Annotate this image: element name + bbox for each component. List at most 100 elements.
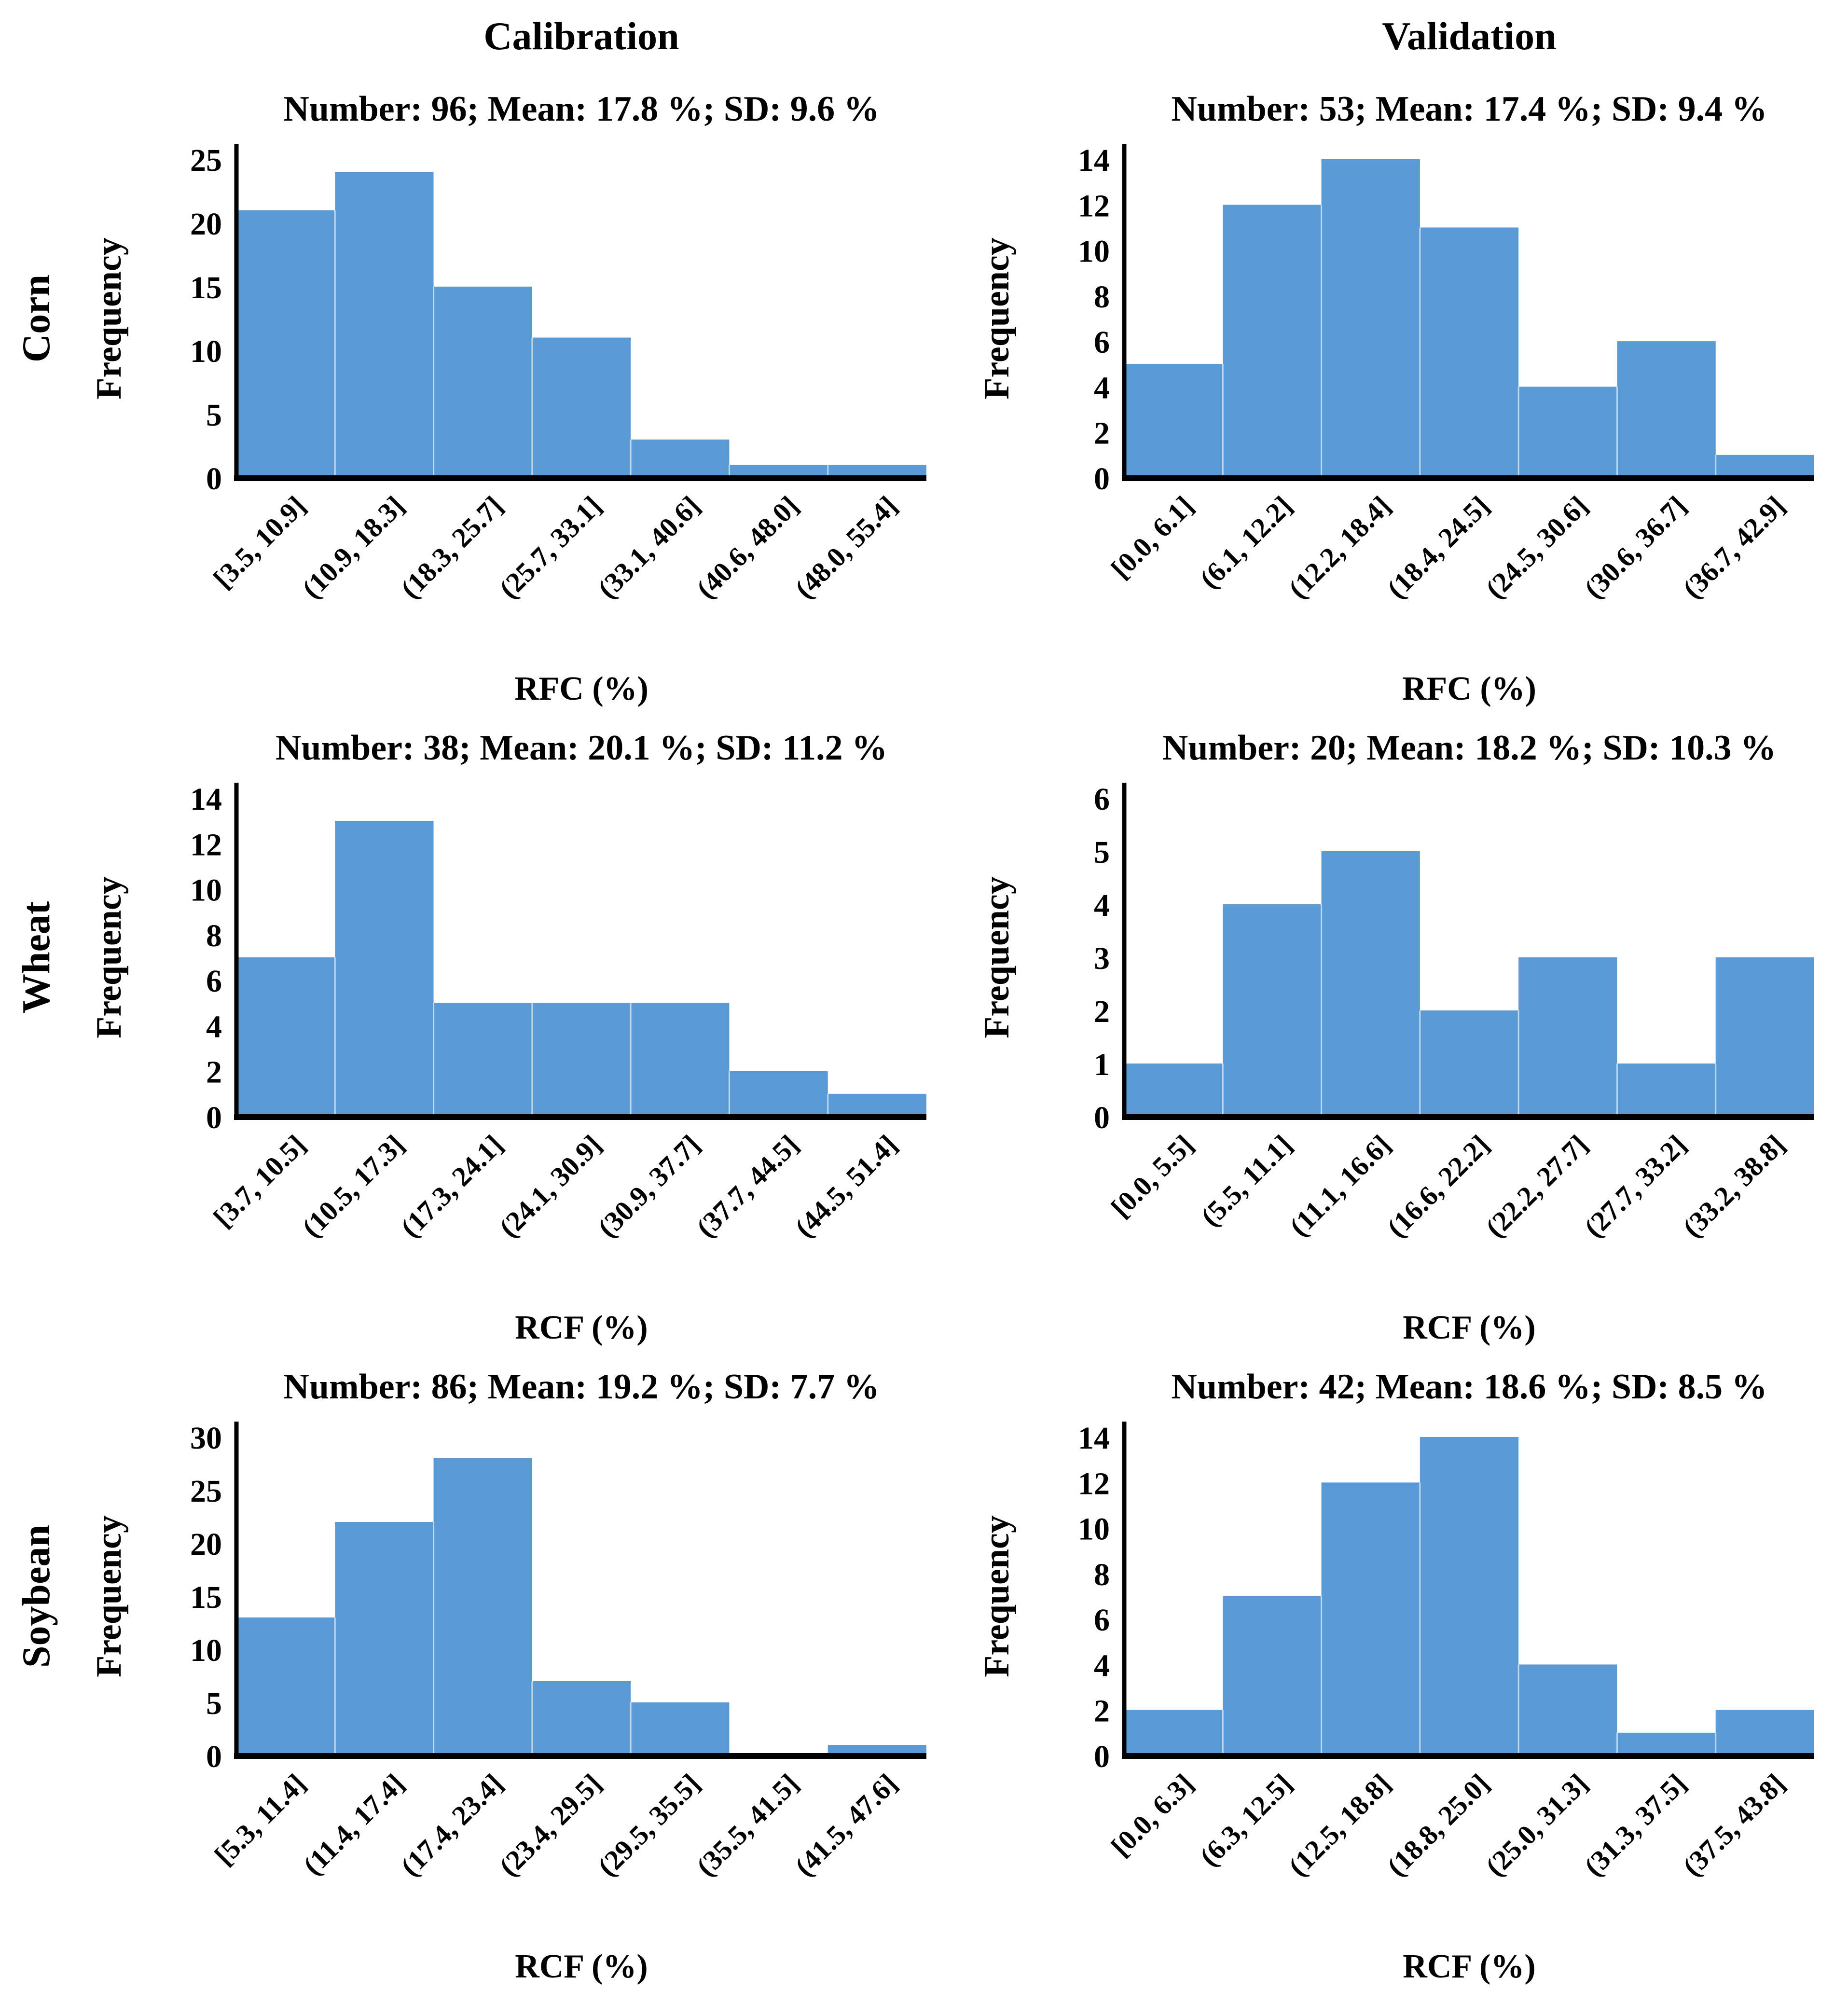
- y-tick-label: 5: [206, 398, 222, 433]
- column-header-calibration: Calibration: [483, 14, 679, 58]
- chart-title: Number: 38; Mean: 20.1 %; SD: 11.2 %: [276, 728, 887, 768]
- histogram-bar: [433, 287, 532, 478]
- histogram-bar: [1617, 1064, 1716, 1117]
- x-axis-title: RFC (%): [1402, 670, 1536, 707]
- histogram-bar: [1715, 455, 1814, 478]
- histogram-bar: [335, 821, 434, 1117]
- x-tick-label: (22.2, 27.7]: [1479, 1129, 1594, 1243]
- y-tick-label: 20: [190, 207, 222, 242]
- y-tick-label: 15: [190, 1580, 222, 1615]
- histogram-bar: [433, 1003, 532, 1117]
- frequency-axis-label: Frequency: [977, 1515, 1017, 1677]
- histogram-bar: [729, 1071, 828, 1117]
- y-tick-label: 0: [1094, 461, 1110, 497]
- frequency-axis-label: Frequency: [89, 1515, 129, 1677]
- y-tick-label: 5: [1094, 835, 1110, 870]
- y-tick-label: 8: [1094, 1557, 1110, 1592]
- x-tick-label: [0.0, 6.3]: [1105, 1768, 1200, 1862]
- x-tick-label: (44.5, 51.4]: [789, 1129, 903, 1243]
- histogram-bar: [827, 1745, 926, 1755]
- y-tick-label: 10: [190, 334, 222, 369]
- chart-wheat-calibration: Number: 38; Mean: 20.1 %; SD: 11.2 % 0 2 4 6…: [72, 711, 960, 1350]
- y-tick-label: 4: [1094, 1648, 1110, 1683]
- x-tick-label: (18.8, 25.0]: [1381, 1768, 1495, 1882]
- chart-canvas: Number: 38; Mean: 20.1 %; SD: 11.2 % 0 2 4 6…: [72, 711, 960, 1350]
- y-tick-label: 14: [1078, 1421, 1110, 1456]
- histogram-bar: [1124, 364, 1223, 478]
- y-tick-label: 1: [1094, 1047, 1110, 1082]
- histogram-bar: [236, 957, 335, 1117]
- histogram-bar: [1223, 904, 1322, 1117]
- histogram-bar: [1420, 1437, 1519, 1755]
- x-tick-label: (6.1, 12.2]: [1194, 490, 1298, 594]
- x-tick-label: (10.5, 17.3]: [296, 1129, 410, 1243]
- y-tick-label: 2: [1094, 1694, 1110, 1729]
- chart-canvas: Number: 53; Mean: 17.4 %; SD: 9.4 % 0 2 4 6 8…: [960, 72, 1848, 711]
- y-tick-label: 15: [190, 270, 222, 305]
- x-axis-title: RCF (%): [1403, 1948, 1535, 1985]
- histogram-bar: [1518, 957, 1617, 1117]
- x-tick-label: (35.5, 41.5]: [690, 1768, 804, 1882]
- x-tick-label: (23.4, 29.5]: [493, 1768, 607, 1882]
- y-tick-label: 2: [1094, 994, 1110, 1029]
- histogram-bar: [433, 1458, 532, 1755]
- x-axis-title: RCF (%): [515, 1948, 648, 1985]
- x-tick-label: (33.1, 40.6]: [592, 490, 706, 604]
- row-label-soybean: Soybean: [14, 1524, 58, 1668]
- x-tick-label: (48.0, 55.4]: [789, 490, 903, 604]
- x-tick-label: (37.5, 43.8]: [1677, 1768, 1791, 1882]
- x-tick-label: [0.0, 6.1]: [1105, 490, 1200, 584]
- x-tick-label: [5.3, 11.4]: [208, 1768, 312, 1871]
- y-tick-label: 6: [1094, 1603, 1110, 1638]
- x-tick-label: [3.5, 10.9]: [207, 490, 312, 594]
- x-tick-label: (18.3, 25.7]: [395, 490, 509, 604]
- y-tick-label: 0: [1094, 1739, 1110, 1774]
- histogram-bar: [1321, 159, 1420, 478]
- chart-row-corn: Corn Number: 96; Mean: 17.8 %; SD: 9.6 %…: [0, 72, 1848, 711]
- x-tick-label: (25.7, 33.1]: [493, 490, 607, 604]
- chart-row-wheat: Wheat Number: 38; Mean: 20.1 %; SD: 11.2…: [0, 711, 1848, 1350]
- frequency-axis-label: Frequency: [977, 237, 1017, 400]
- x-tick-label: (12.2, 18.4]: [1283, 490, 1397, 604]
- histogram-bar: [1518, 387, 1617, 478]
- histogram-bar: [1518, 1664, 1617, 1755]
- histogram-svg: Number: 42; Mean: 18.6 %; SD: 8.5 % 0 2 4 6 8…: [977, 1367, 1814, 1985]
- chart-canvas: Number: 20; Mean: 18.2 %; SD: 10.3 % 0 1 2 3…: [960, 711, 1848, 1350]
- chart-title: Number: 20; Mean: 18.2 %; SD: 10.3 %: [1162, 728, 1776, 768]
- chart-canvas: Number: 86; Mean: 19.2 %; SD: 7.7 % 0 5 10 1…: [72, 1350, 960, 1989]
- x-tick-label: (24.5, 30.6]: [1479, 490, 1594, 604]
- x-tick-label: (30.9, 37.7]: [592, 1129, 706, 1243]
- row-label-cell: Wheat: [0, 711, 72, 1350]
- y-tick-label: 8: [206, 918, 222, 954]
- x-tick-label: (25.0, 31.3]: [1479, 1768, 1594, 1882]
- x-tick-label: (29.5, 35.5]: [592, 1768, 706, 1882]
- histogram-bar: [532, 1003, 631, 1117]
- x-axis-title: RFC (%): [514, 670, 648, 707]
- histogram-bar: [1617, 341, 1716, 478]
- chart-soybean-calibration: Number: 86; Mean: 19.2 %; SD: 7.7 % 0 5 10 1…: [72, 1350, 960, 1989]
- histogram-bar: [1223, 1596, 1322, 1755]
- y-tick-label: 6: [1094, 782, 1110, 817]
- frequency-axis-label: Frequency: [89, 237, 129, 400]
- x-tick-label: (5.5, 11.1]: [1195, 1129, 1298, 1232]
- x-tick-label: (37.7, 44.5]: [690, 1129, 804, 1243]
- histogram-bar: [335, 172, 434, 478]
- x-tick-label: (24.1, 30.9]: [493, 1129, 607, 1243]
- histogram-bar: [631, 1003, 730, 1117]
- y-tick-label: 6: [1094, 325, 1110, 360]
- y-tick-label: 6: [206, 964, 222, 999]
- column-headers: Calibration Validation: [0, 0, 1848, 72]
- histogram-svg: Number: 38; Mean: 20.1 %; SD: 11.2 % 0 2 4 6…: [89, 728, 926, 1346]
- histogram-bar: [236, 1617, 335, 1755]
- chart-canvas: Number: 42; Mean: 18.6 %; SD: 8.5 % 0 2 4 6 8…: [960, 1350, 1848, 1989]
- chart-canvas: Number: 96; Mean: 17.8 %; SD: 9.6 % 0 5 10 1…: [72, 72, 960, 711]
- chart-soybean-validation: Number: 42; Mean: 18.6 %; SD: 8.5 % 0 2 4 6 8…: [960, 1350, 1848, 1989]
- row-label-corn: Corn: [14, 274, 58, 363]
- y-tick-label: 0: [206, 1100, 222, 1135]
- y-tick-label: 14: [1078, 143, 1110, 178]
- x-tick-label: (10.9, 18.3]: [296, 490, 410, 604]
- histogram-svg: Number: 20; Mean: 18.2 %; SD: 10.3 % 0 1 2 3…: [977, 728, 1814, 1346]
- histogram-bar: [1420, 1010, 1519, 1117]
- x-tick-label: (11.1, 16.6]: [1283, 1129, 1397, 1242]
